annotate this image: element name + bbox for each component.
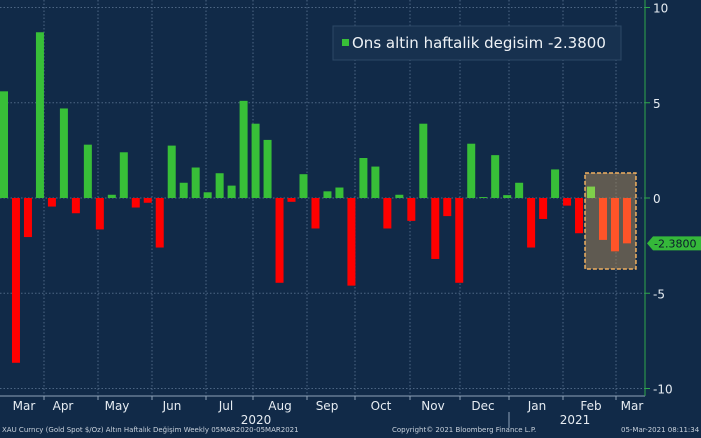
bar	[443, 198, 452, 217]
y-tick-label: 10	[653, 2, 668, 16]
bar	[227, 185, 236, 198]
copyright: Copyright© 2021 Bloomberg Finance L.P.	[392, 426, 537, 434]
bar	[59, 108, 68, 198]
bar	[191, 167, 200, 198]
bar	[131, 198, 140, 208]
month-label: Nov	[421, 399, 444, 413]
source-note: XAU Curncy (Gold Spot $/Oz) Altın Haftal…	[2, 426, 299, 434]
bar	[599, 198, 607, 240]
legend-label: Ons altin haftalik degisim -2.3800	[352, 34, 606, 52]
bar	[383, 198, 392, 229]
bar	[395, 194, 404, 198]
month-label: Apr	[53, 399, 74, 413]
bar	[503, 195, 512, 198]
bar	[239, 100, 248, 198]
bar	[251, 123, 260, 198]
bar	[359, 157, 368, 198]
bar	[575, 198, 584, 234]
bar	[119, 152, 128, 198]
y-tick-label: -10	[653, 383, 673, 397]
month-label: May	[105, 399, 130, 413]
bar	[311, 198, 320, 229]
bar	[155, 198, 164, 248]
bar	[407, 198, 416, 221]
y-tick-label: 0	[653, 192, 661, 206]
month-label: Mar	[621, 399, 644, 413]
bar	[563, 198, 572, 206]
timestamp: 05-Mar-2021 08:11:34	[621, 426, 700, 434]
bar	[455, 198, 464, 283]
last-value-tag	[647, 236, 701, 251]
month-label: Mar	[13, 399, 36, 413]
bar	[335, 187, 344, 198]
bar	[299, 174, 308, 198]
bar	[419, 123, 428, 198]
bar	[431, 198, 440, 259]
bar	[11, 198, 20, 363]
bar	[323, 191, 332, 198]
month-label: Jun	[162, 399, 182, 413]
bar	[527, 198, 536, 248]
month-label: Aug	[268, 399, 291, 413]
bar	[491, 155, 500, 198]
year-label: 2020	[241, 413, 272, 427]
bar	[107, 194, 116, 198]
bar	[203, 192, 212, 198]
bar	[622, 198, 631, 244]
legend-box	[332, 25, 622, 61]
bar	[71, 198, 80, 214]
bar	[0, 91, 8, 198]
bar	[287, 198, 296, 202]
bar	[83, 144, 92, 198]
bar	[610, 198, 619, 252]
bar	[539, 198, 548, 219]
bar	[371, 166, 380, 198]
bar	[95, 198, 104, 230]
bar	[167, 145, 176, 198]
bar	[35, 32, 44, 198]
legend-swatch	[342, 39, 349, 46]
bar	[515, 182, 524, 198]
month-label: Oct	[371, 399, 392, 413]
bar	[467, 143, 476, 198]
year-label: 2021	[560, 413, 591, 427]
bar	[551, 169, 560, 198]
bar	[275, 198, 284, 283]
month-label: Jul	[218, 399, 233, 413]
month-label: Feb	[580, 399, 601, 413]
bar	[23, 198, 32, 238]
y-tick-label: 5	[653, 97, 661, 111]
bar	[263, 139, 272, 198]
y-tick-label: -5	[653, 287, 665, 301]
bar	[179, 182, 188, 198]
bar	[347, 198, 356, 286]
month-label: Dec	[471, 399, 494, 413]
bar	[587, 186, 596, 198]
bar	[47, 198, 56, 207]
month-label: Sep	[316, 399, 339, 413]
last-value-label: -2.3800	[654, 237, 696, 250]
bar	[215, 173, 224, 198]
month-label: Jan	[527, 399, 547, 413]
bar	[143, 198, 152, 203]
bar	[479, 197, 488, 198]
